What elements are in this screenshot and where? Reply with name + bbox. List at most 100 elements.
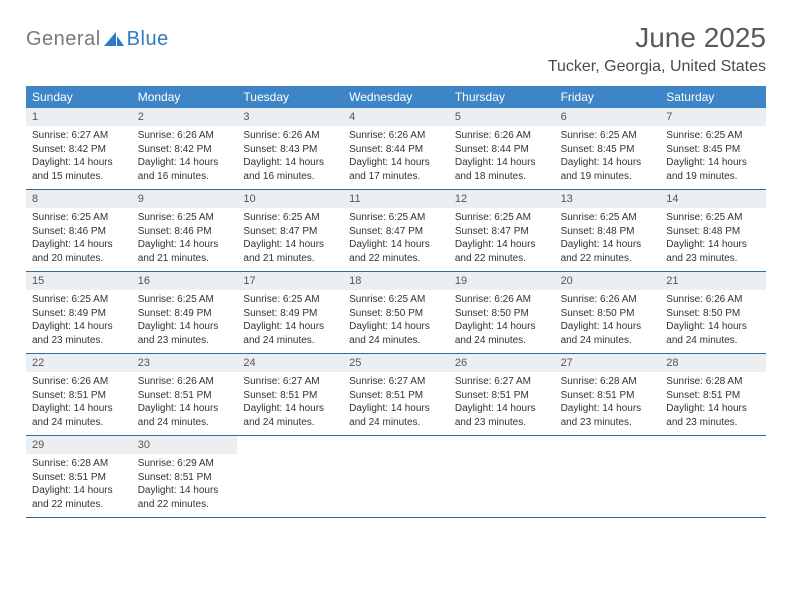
weekday-header: Sunday (26, 86, 132, 108)
week-row: 15Sunrise: 6:25 AMSunset: 8:49 PMDayligh… (26, 272, 766, 354)
daylight-line: Daylight: 14 hours and 24 minutes. (32, 402, 126, 429)
day-body: Sunrise: 6:26 AMSunset: 8:44 PMDaylight:… (343, 129, 449, 183)
sunrise-line: Sunrise: 6:25 AM (455, 211, 549, 225)
day-number: 16 (132, 272, 238, 290)
day-body: Sunrise: 6:26 AMSunset: 8:51 PMDaylight:… (26, 375, 132, 429)
sunrise-line: Sunrise: 6:25 AM (561, 129, 655, 143)
day-body: Sunrise: 6:25 AMSunset: 8:47 PMDaylight:… (343, 211, 449, 265)
sunset-line: Sunset: 8:49 PM (32, 307, 126, 321)
weekday-header-row: SundayMondayTuesdayWednesdayThursdayFrid… (26, 86, 766, 108)
daylight-line: Daylight: 14 hours and 17 minutes. (349, 156, 443, 183)
daylight-line: Daylight: 14 hours and 22 minutes. (138, 484, 232, 511)
sunrise-line: Sunrise: 6:26 AM (455, 129, 549, 143)
day-body: Sunrise: 6:26 AMSunset: 8:50 PMDaylight:… (660, 293, 766, 347)
day-cell: 18Sunrise: 6:25 AMSunset: 8:50 PMDayligh… (343, 272, 449, 353)
day-body: Sunrise: 6:25 AMSunset: 8:45 PMDaylight:… (555, 129, 661, 183)
sunrise-line: Sunrise: 6:26 AM (666, 293, 760, 307)
sunrise-line: Sunrise: 6:25 AM (666, 129, 760, 143)
day-number: 6 (555, 108, 661, 126)
day-body: Sunrise: 6:28 AMSunset: 8:51 PMDaylight:… (555, 375, 661, 429)
sunrise-line: Sunrise: 6:26 AM (561, 293, 655, 307)
day-body: Sunrise: 6:25 AMSunset: 8:48 PMDaylight:… (660, 211, 766, 265)
day-number: 28 (660, 354, 766, 372)
week-row: 8Sunrise: 6:25 AMSunset: 8:46 PMDaylight… (26, 190, 766, 272)
sunset-line: Sunset: 8:47 PM (243, 225, 337, 239)
sunrise-line: Sunrise: 6:29 AM (138, 457, 232, 471)
day-number: 13 (555, 190, 661, 208)
sunrise-line: Sunrise: 6:26 AM (138, 375, 232, 389)
day-number: 21 (660, 272, 766, 290)
day-cell: 23Sunrise: 6:26 AMSunset: 8:51 PMDayligh… (132, 354, 238, 435)
day-cell: 3Sunrise: 6:26 AMSunset: 8:43 PMDaylight… (237, 108, 343, 189)
day-cell: . (343, 436, 449, 517)
day-body: Sunrise: 6:25 AMSunset: 8:49 PMDaylight:… (26, 293, 132, 347)
weekday-header: Thursday (449, 86, 555, 108)
brand-part1: General (26, 28, 101, 50)
sunset-line: Sunset: 8:45 PM (561, 143, 655, 157)
daylight-line: Daylight: 14 hours and 19 minutes. (561, 156, 655, 183)
day-body: Sunrise: 6:25 AMSunset: 8:47 PMDaylight:… (449, 211, 555, 265)
day-body: Sunrise: 6:28 AMSunset: 8:51 PMDaylight:… (26, 457, 132, 511)
sunset-line: Sunset: 8:48 PM (561, 225, 655, 239)
day-body: Sunrise: 6:25 AMSunset: 8:49 PMDaylight:… (132, 293, 238, 347)
day-number: 24 (237, 354, 343, 372)
sunrise-line: Sunrise: 6:25 AM (243, 211, 337, 225)
sunrise-line: Sunrise: 6:25 AM (32, 211, 126, 225)
day-cell: . (555, 436, 661, 517)
sunset-line: Sunset: 8:50 PM (666, 307, 760, 321)
weekday-header: Friday (555, 86, 661, 108)
sunrise-line: Sunrise: 6:27 AM (243, 375, 337, 389)
day-cell: 8 Sunrise: 6:25 AMSunset: 8:46 PMDaylight… (26, 190, 132, 271)
day-body: Sunrise: 6:27 AMSunset: 8:51 PMDaylight:… (343, 375, 449, 429)
sunrise-line: Sunrise: 6:26 AM (455, 293, 549, 307)
header: General Blue June 2025 Tucker, Georgia, … (26, 22, 766, 76)
daylight-line: Daylight: 14 hours and 23 minutes. (666, 238, 760, 265)
sunrise-line: Sunrise: 6:26 AM (32, 375, 126, 389)
sunset-line: Sunset: 8:50 PM (455, 307, 549, 321)
daylight-line: Daylight: 14 hours and 24 minutes. (666, 320, 760, 347)
sunrise-line: Sunrise: 6:27 AM (455, 375, 549, 389)
sunset-line: Sunset: 8:49 PM (243, 307, 337, 321)
sunset-line: Sunset: 8:51 PM (138, 471, 232, 485)
sunset-line: Sunset: 8:42 PM (32, 143, 126, 157)
day-number: 8 (26, 190, 132, 208)
day-cell: 2Sunrise: 6:26 AMSunset: 8:42 PMDaylight… (132, 108, 238, 189)
day-cell: . (660, 436, 766, 517)
sunset-line: Sunset: 8:50 PM (349, 307, 443, 321)
day-cell: 6 Sunrise: 6:25 AMSunset: 8:45 PMDaylight… (555, 108, 661, 189)
day-number: 27 (555, 354, 661, 372)
day-body: Sunrise: 6:25 AMSunset: 8:49 PMDaylight:… (237, 293, 343, 347)
day-number: 11 (343, 190, 449, 208)
day-cell: 7 Sunrise: 6:25 AMSunset: 8:45 PMDaylight… (660, 108, 766, 189)
daylight-line: Daylight: 14 hours and 24 minutes. (561, 320, 655, 347)
sunset-line: Sunset: 8:46 PM (138, 225, 232, 239)
sunset-line: Sunset: 8:51 PM (32, 389, 126, 403)
weekday-header: Monday (132, 86, 238, 108)
daylight-line: Daylight: 14 hours and 24 minutes. (455, 320, 549, 347)
day-cell: 14Sunrise: 6:25 AMSunset: 8:48 PMDayligh… (660, 190, 766, 271)
day-number: 22 (26, 354, 132, 372)
sunset-line: Sunset: 8:51 PM (138, 389, 232, 403)
sunrise-line: Sunrise: 6:28 AM (32, 457, 126, 471)
weekday-header: Saturday (660, 86, 766, 108)
sunrise-line: Sunrise: 6:26 AM (243, 129, 337, 143)
title-block: June 2025 Tucker, Georgia, United States (548, 22, 766, 76)
day-body: Sunrise: 6:25 AMSunset: 8:45 PMDaylight:… (660, 129, 766, 183)
sunrise-line: Sunrise: 6:25 AM (32, 293, 126, 307)
weekday-header: Wednesday (343, 86, 449, 108)
sunrise-line: Sunrise: 6:25 AM (138, 211, 232, 225)
day-body: Sunrise: 6:25 AMSunset: 8:46 PMDaylight:… (26, 211, 132, 265)
day-cell: 24Sunrise: 6:27 AMSunset: 8:51 PMDayligh… (237, 354, 343, 435)
day-cell: 15Sunrise: 6:25 AMSunset: 8:49 PMDayligh… (26, 272, 132, 353)
sunset-line: Sunset: 8:51 PM (243, 389, 337, 403)
daylight-line: Daylight: 14 hours and 21 minutes. (243, 238, 337, 265)
daylight-line: Daylight: 14 hours and 23 minutes. (666, 402, 760, 429)
day-number: 7 (660, 108, 766, 126)
day-cell: 16 Sunrise: 6:25 AMSunset: 8:49 PMDayligh… (132, 272, 238, 353)
day-cell: 29Sunrise: 6:28 AMSunset: 8:51 PMDayligh… (26, 436, 132, 517)
day-number: 4 (343, 108, 449, 126)
sunset-line: Sunset: 8:51 PM (455, 389, 549, 403)
sunrise-line: Sunrise: 6:28 AM (561, 375, 655, 389)
day-cell: 21 Sunrise: 6:26 AMSunset: 8:50 PMDayligh… (660, 272, 766, 353)
daylight-line: Daylight: 14 hours and 23 minutes. (138, 320, 232, 347)
